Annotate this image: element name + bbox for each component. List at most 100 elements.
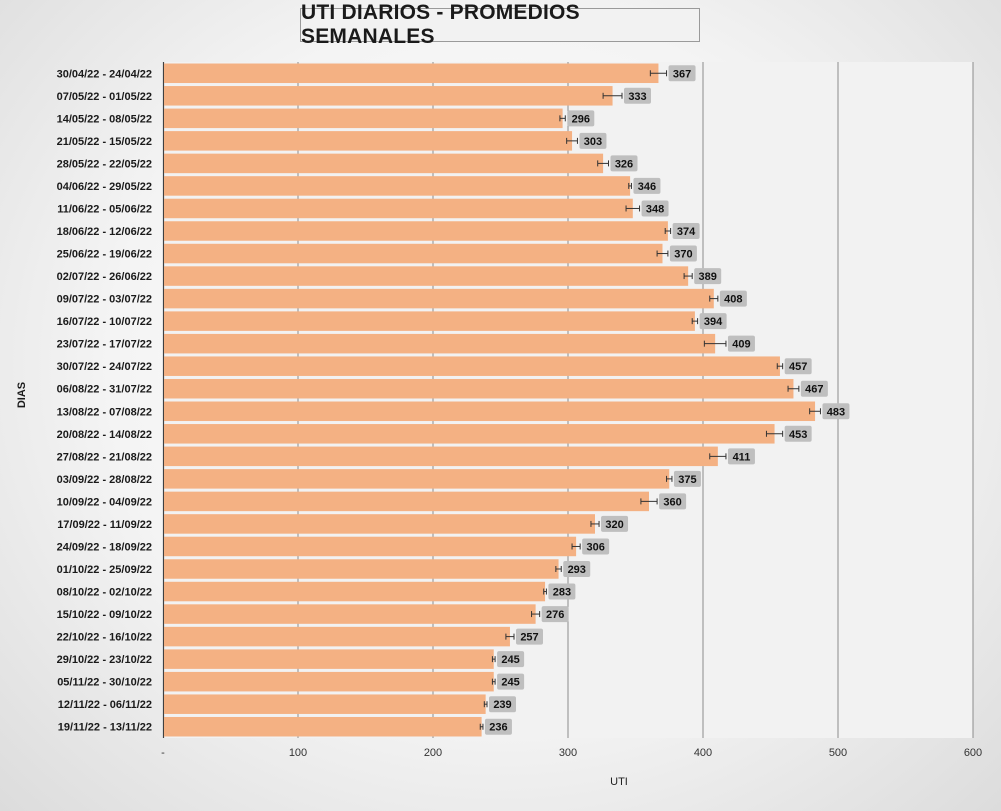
x-tick-label: 600 [964,747,982,759]
data-label-box [497,673,525,690]
category-label: 23/07/22 - 17/07/22 [57,339,152,351]
bar [164,131,573,151]
bar [164,108,563,129]
category-label: 17/09/22 - 11/09/22 [57,519,152,531]
bar [164,311,695,331]
bar [164,469,670,489]
data-label-box [516,628,543,645]
category-label: 30/07/22 - 24/07/22 [57,361,152,373]
x-tick-label: 500 [829,747,847,759]
bar [164,671,494,692]
data-label-box [659,493,687,510]
x-tick-label: - [161,747,165,759]
category-label: 04/06/22 - 29/05/22 [57,181,152,193]
data-label: 409 [732,339,750,351]
y-axis-title: DIAS [16,382,28,408]
data-label-box [673,470,701,487]
bar [164,581,546,602]
data-label: 408 [724,294,742,306]
data-label: 245 [501,654,519,666]
data-label: 453 [789,429,807,441]
data-label-box [694,268,722,285]
data-label: 483 [827,406,845,418]
data-label: 375 [678,474,696,486]
x-tick-label: 100 [289,747,307,759]
data-label-box [582,538,610,555]
category-label: 29/10/22 - 23/10/22 [57,654,152,666]
data-label: 236 [489,722,507,734]
data-label-box [672,223,700,239]
category-label: 11/06/22 - 05/06/22 [57,203,152,215]
category-label: 15/10/22 - 09/10/22 [57,609,152,621]
category-label: 25/06/22 - 19/06/22 [57,249,152,261]
data-label-box [784,358,812,375]
bar [164,356,780,376]
category-label: 08/10/22 - 02/10/22 [57,587,152,599]
data-label: 467 [805,384,823,396]
data-label: 348 [646,203,664,215]
data-label: 333 [628,91,646,103]
bar [164,243,663,264]
category-label: 13/08/22 - 07/08/22 [57,406,152,418]
category-label: 05/11/22 - 30/10/22 [57,677,152,689]
bar [164,176,631,196]
data-label-box [497,651,525,668]
category-label: 19/11/22 - 13/11/22 [58,722,152,734]
data-label: 276 [546,609,564,621]
bar [164,333,716,354]
bar [164,716,482,737]
data-label: 411 [733,451,751,463]
bar [164,378,794,399]
category-label: 16/07/22 - 10/07/22 [57,316,152,328]
data-label: 239 [493,699,511,711]
x-tick-label: 400 [694,747,712,759]
category-label: 12/11/22 - 06/11/22 [58,699,152,711]
bar [164,514,595,534]
data-label: 394 [704,316,723,328]
data-label-box [563,561,591,577]
data-label-box [567,110,595,127]
data-label-box [579,132,607,149]
category-label: 01/10/22 - 25/09/22 [57,564,152,576]
x-tick-label: 200 [424,747,442,759]
data-label-box [727,335,755,352]
bar [164,288,714,309]
data-label-box [633,177,661,194]
data-label: 306 [586,541,604,553]
data-label-box [610,155,638,172]
category-label: 09/07/22 - 03/07/22 [57,294,152,306]
data-label-box [800,380,828,397]
category-label: 28/05/22 - 22/05/22 [57,158,152,170]
bar [164,266,689,286]
category-label: 14/05/22 - 08/05/22 [57,113,152,125]
data-label-box [489,696,516,713]
category-label: 30/04/22 - 24/04/22 [57,68,152,80]
bar [164,694,486,714]
bar [164,604,536,624]
data-label-box [601,515,629,532]
category-label: 06/08/22 - 31/07/22 [57,384,152,396]
data-label: 283 [553,587,571,599]
bar [164,446,718,467]
bar [164,401,816,422]
data-label: 245 [501,677,519,689]
data-label-box [699,313,727,330]
category-label: 10/09/22 - 04/09/22 [57,496,152,508]
bar [164,63,659,84]
x-tick-label: 300 [559,747,577,759]
data-label-box [669,245,697,262]
bar [164,424,775,444]
data-label: 320 [605,519,623,531]
x-axis-title: UTI [610,776,628,788]
data-label-box [641,200,669,217]
category-label: 18/06/22 - 12/06/22 [57,226,152,238]
bar [164,153,604,174]
data-label-box [822,403,850,420]
data-label-box [484,718,512,735]
data-label: 360 [663,496,681,508]
data-label: 303 [584,136,602,148]
data-label: 370 [674,249,692,261]
category-label: 07/05/22 - 01/05/22 [57,91,152,103]
bar [164,649,494,669]
